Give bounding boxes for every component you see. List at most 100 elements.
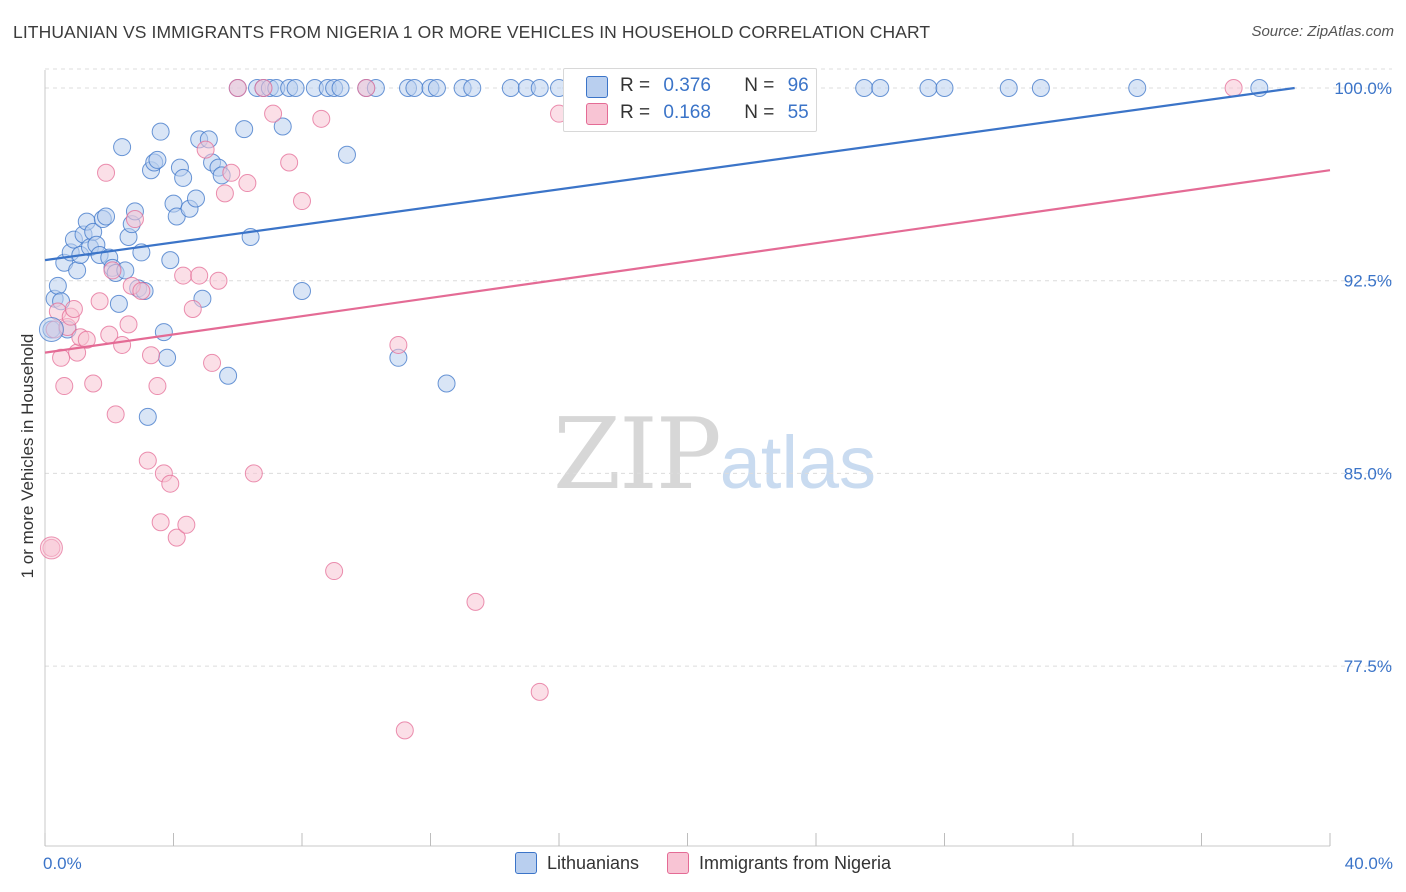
nigeria-point <box>196 140 215 159</box>
watermark-zip: ZIP <box>553 398 722 512</box>
lithuanian-point <box>501 78 520 97</box>
nigeria-point <box>222 163 241 182</box>
y-tick-label: 85.0% <box>1344 464 1392 483</box>
nigeria-point <box>125 210 144 229</box>
legend-swatch-blue <box>514 852 537 874</box>
nigeria-point <box>203 353 222 372</box>
nigeria-point <box>90 292 109 311</box>
nigeria-point <box>530 682 549 701</box>
nigeria-point <box>77 330 96 349</box>
lithuanian-point <box>871 78 890 97</box>
nigeria-point <box>167 528 186 547</box>
nigeria-point <box>389 335 408 354</box>
nigeria-point <box>264 104 283 123</box>
nigeria-point <box>39 536 63 560</box>
nigeria-point <box>103 261 122 280</box>
legend-item-nigeria[interactable]: Immigrants from Nigeria <box>667 852 891 874</box>
lithuanian-point <box>158 348 177 367</box>
nigeria-point <box>148 377 167 396</box>
nigeria-point <box>395 721 414 740</box>
y-tick-label: 92.5% <box>1344 272 1392 291</box>
nigeria-point <box>106 405 125 424</box>
nigeria-point <box>325 562 344 581</box>
stats-r-label: R = <box>620 75 651 96</box>
stats-r-value: 0.168 <box>663 102 711 123</box>
nigeria-point <box>190 266 209 285</box>
nigeria-point <box>357 78 376 97</box>
stats-swatch-pink <box>586 103 608 125</box>
lithuanian-point <box>293 281 311 300</box>
lithuanian-point <box>148 150 167 169</box>
stats-n-value: 55 <box>787 102 809 123</box>
lithuanian-point <box>235 120 254 139</box>
lithuanian-point <box>174 168 193 187</box>
nigeria-point <box>138 451 157 470</box>
nigeria-point <box>466 592 485 611</box>
lithuanian-point <box>97 207 116 226</box>
lithuanian-point <box>855 78 874 97</box>
stats-r-value: 0.376 <box>663 75 711 96</box>
lithuanian-point <box>151 122 170 141</box>
lithuanian-point <box>219 366 238 385</box>
nigeria-point <box>119 315 138 334</box>
nigeria-point <box>142 346 161 365</box>
y-tick-label: 77.5% <box>1344 657 1392 676</box>
lithuanian-point <box>337 145 356 164</box>
legend-swatch-pink <box>667 852 690 874</box>
lithuanian-point <box>286 78 305 97</box>
nigeria-point <box>209 271 228 290</box>
y-tick-label: 100.0% <box>1334 79 1392 98</box>
stats-legend: R = 0.376 N = 96 R = 0.168 N = 55 <box>563 68 817 132</box>
lithuanian-point <box>463 78 482 97</box>
stats-row-lithuanians: R = 0.376 N = 96 <box>586 73 809 99</box>
nigeria-point <box>177 515 196 534</box>
x-tick-label-min: 0.0% <box>43 854 82 873</box>
nigeria-point <box>161 474 180 493</box>
lithuanian-point <box>109 294 128 313</box>
legend-label-nigeria: Immigrants from Nigeria <box>699 852 892 873</box>
watermark-atlas: atlas <box>719 421 877 504</box>
nigeria-point <box>254 78 273 97</box>
nigeria-point <box>1224 78 1243 97</box>
nigeria-point <box>113 335 132 354</box>
lithuanian-point <box>999 78 1018 97</box>
stats-n-label: N = <box>744 102 775 123</box>
lithuanian-point <box>1031 78 1050 97</box>
lithuanian-point <box>138 407 157 426</box>
stats-r-label: R = <box>620 102 651 123</box>
nigeria-point <box>84 374 103 393</box>
nigeria-point <box>228 78 247 97</box>
lithuanian-point <box>1128 78 1147 97</box>
nigeria-point <box>151 513 170 532</box>
lithuanian-point <box>113 138 132 157</box>
nigeria-point <box>97 163 116 182</box>
lithuanian-point <box>68 261 87 280</box>
nigeria-point <box>174 266 193 285</box>
lithuanian-point <box>48 276 67 295</box>
lithuanian-point <box>38 317 64 343</box>
stats-row-nigeria: R = 0.168 N = 55 <box>586 100 809 126</box>
stats-swatch-blue <box>586 76 608 98</box>
lithuanian-point <box>331 78 350 97</box>
lithuanian-trend-line <box>44 86 1295 262</box>
watermark: ZIPatlas <box>553 398 876 512</box>
nigeria-point <box>132 281 151 300</box>
lithuanian-point <box>186 189 205 208</box>
lithuanian-point <box>919 78 938 97</box>
chart-title: LITHUANIAN VS IMMIGRANTS FROM NIGERIA 1 … <box>13 22 931 42</box>
lithuanian-point <box>405 78 424 97</box>
nigeria-trend-line <box>44 169 1331 354</box>
nigeria-point <box>280 153 299 172</box>
lithuanian-point <box>161 251 180 270</box>
lithuanian-point <box>530 78 549 97</box>
nigeria-point <box>238 174 257 193</box>
nigeria-point <box>244 464 263 483</box>
legend-item-lithuanians[interactable]: Lithuanians <box>514 852 639 874</box>
nigeria-point <box>312 109 331 128</box>
lithuanian-point <box>154 323 173 342</box>
x-tick-label-max: 40.0% <box>1345 854 1393 873</box>
lithuanian-point <box>437 374 456 393</box>
stats-n-label: N = <box>744 75 775 96</box>
nigeria-point <box>215 184 234 203</box>
